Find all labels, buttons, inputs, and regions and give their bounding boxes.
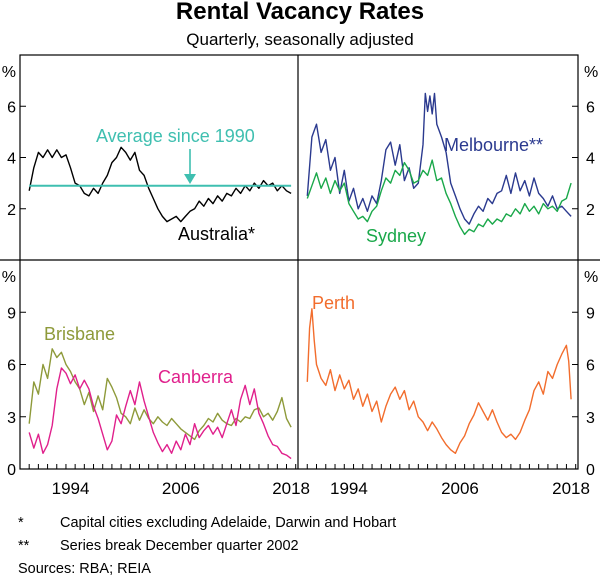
chart-title: Rental Vacancy Rates	[175, 0, 425, 25]
y-tick-label: 4	[7, 151, 16, 168]
y-tick-label: 3	[7, 410, 16, 427]
x-tick-label: 2006	[441, 479, 479, 498]
brisbane-line	[28, 348, 292, 441]
chart-subtitle: Quarterly, seasonally adjusted	[186, 30, 414, 49]
y-tick-label: 3	[586, 410, 595, 427]
perth-series-label: Perth	[312, 293, 355, 313]
chart-frame	[0, 54, 600, 470]
y-tick-label: 9	[7, 305, 16, 322]
series-layer	[28, 92, 572, 460]
y-tick-label: 0	[586, 462, 595, 479]
y-tick-label: 6	[7, 99, 16, 116]
y-unit-label: %	[584, 64, 598, 81]
y-tick-label: 6	[586, 358, 595, 375]
y-tick-label: 0	[7, 462, 16, 479]
x-tick-label: 2018	[272, 479, 310, 498]
y-unit-label: %	[2, 269, 16, 286]
y-tick-label: 6	[7, 358, 16, 375]
canberra-series-label: Canberra	[158, 367, 234, 387]
x-tick-label: 1994	[52, 479, 90, 498]
sydney-line	[306, 159, 572, 236]
footnote-2: ** Series break December quarter 2002	[18, 535, 396, 558]
outer-frame	[19, 54, 579, 470]
footnote-1: * Capital cities excluding Adelaide, Dar…	[18, 512, 396, 535]
brisbane-series-label: Brisbane	[44, 324, 115, 344]
australia-series-label: Australia*	[178, 224, 255, 244]
y-unit-label: %	[584, 269, 598, 286]
footnote-1-mark: *	[18, 515, 24, 531]
melbourne-series-label: Melbourne**	[444, 135, 543, 155]
x-tick-label: 2006	[162, 479, 200, 498]
footnote-1-text: Capital cities excluding Adelaide, Darwi…	[60, 515, 397, 531]
sydney-series-label: Sydney	[366, 226, 426, 246]
x-tick-label: 1994	[330, 479, 368, 498]
y-unit-label: %	[2, 64, 16, 81]
australia-line	[28, 146, 292, 223]
series-labels: Australia* Average since 1990 Melbourne*…	[44, 126, 543, 387]
y-tick-label: 2	[7, 202, 16, 219]
y-tick-label: 4	[586, 151, 595, 168]
x-tick-label: 2018	[552, 479, 590, 498]
average-arrow	[184, 149, 196, 184]
y-tick-label: 9	[586, 305, 595, 322]
perth-line	[306, 308, 572, 454]
sources-note: Sources: RBA; REIA	[18, 561, 151, 577]
footnote-2-text: Series break December quarter 2002	[60, 538, 299, 554]
y-tick-label: 2	[586, 202, 595, 219]
footnote-2-mark: **	[18, 538, 30, 554]
melbourne-line	[306, 92, 572, 225]
y-tick-label: 6	[586, 99, 595, 116]
footnotes: * Capital cities excluding Adelaide, Dar…	[18, 512, 396, 581]
canberra-line	[28, 367, 292, 460]
average-series-label: Average since 1990	[96, 126, 255, 146]
